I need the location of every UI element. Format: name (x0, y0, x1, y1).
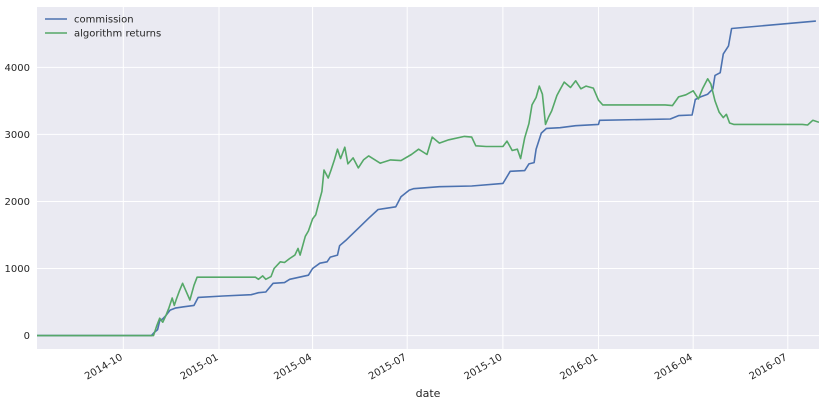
x-tick-label: 2015-07 (367, 352, 409, 382)
x-tick-label: 2015-10 (463, 352, 505, 382)
x-tick-label: 2015-01 (179, 352, 221, 382)
y-axis: 0 1000 2000 3000 4000 (5, 63, 30, 342)
y-tick-label: 1000 (5, 264, 30, 275)
legend-label: commission (74, 15, 134, 26)
x-tick-label: 2016-07 (748, 352, 790, 382)
y-tick-label: 0 (24, 331, 30, 342)
legend-label: algorithm returns (74, 29, 161, 40)
x-axis: 2014-10 2015-01 2015-04 2015-07 2015-10 2016-… (83, 352, 789, 382)
x-tick-label: 2016-01 (558, 352, 600, 382)
x-tick-label: 2016-04 (653, 352, 695, 382)
legend: commission algorithm returns (45, 15, 161, 40)
y-tick-label: 4000 (5, 63, 30, 74)
grid (37, 7, 819, 349)
y-tick-label: 3000 (5, 130, 30, 141)
series-line-algorithm-returns (37, 78, 819, 337)
x-tick-label: 2014-10 (83, 352, 125, 382)
series-layer (37, 20, 819, 337)
series-line-commission (37, 20, 816, 337)
y-tick-label: 2000 (5, 197, 30, 208)
x-axis-title: date (416, 387, 441, 400)
plot-background (37, 7, 819, 349)
x-tick-label: 2015-04 (272, 352, 314, 382)
